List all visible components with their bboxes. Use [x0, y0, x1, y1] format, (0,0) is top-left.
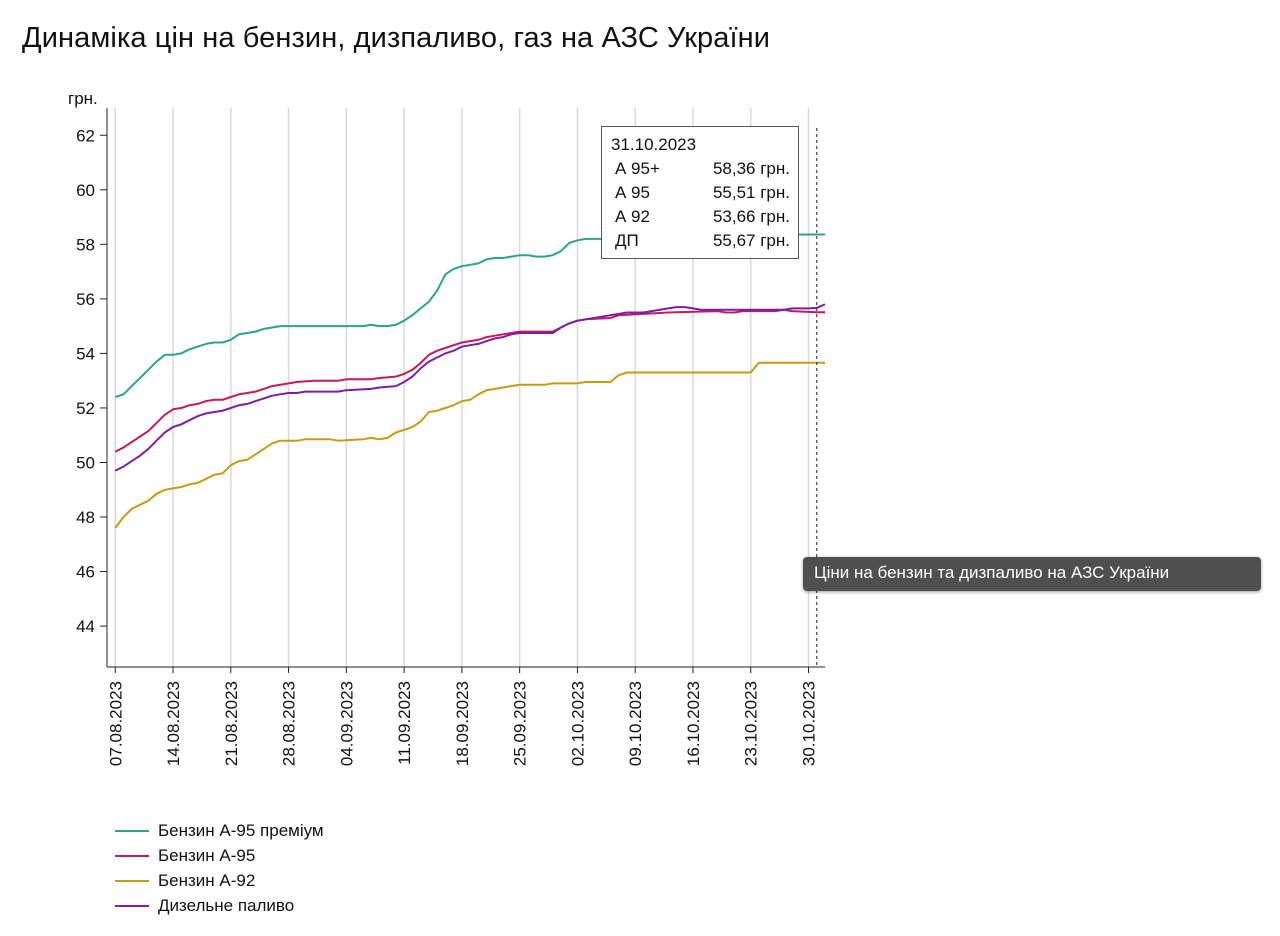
y-tick-label: 44 — [76, 617, 95, 636]
legend-label: Бензин А-92 — [158, 871, 256, 890]
x-tick-label: 11.09.2023 — [395, 681, 414, 765]
tooltip-label: А 92 — [615, 207, 650, 226]
y-tick-label: 52 — [76, 399, 95, 418]
y-tick-label: 54 — [76, 344, 95, 363]
x-tick-label: 07.08.2023 — [106, 681, 125, 766]
legend-item-a95[interactable]: Бензин А-95 — [115, 843, 324, 868]
series-line-a92 — [114, 361, 825, 529]
x-tick-label: 23.10.2023 — [742, 681, 761, 766]
legend-item-diesel[interactable]: Дизельне паливо — [115, 893, 324, 918]
series-line-diesel — [114, 303, 826, 472]
y-tick-label: 62 — [76, 126, 95, 145]
tooltip-label: ДП — [615, 231, 639, 250]
tooltip-value: 53,66 грн. — [712, 207, 790, 226]
y-tick-label: 56 — [76, 290, 95, 309]
y-axis-unit-label: грн. — [68, 89, 98, 108]
tooltip-label: А 95+ — [615, 159, 660, 178]
x-tick-label: 16.10.2023 — [684, 681, 703, 766]
y-tick-label: 46 — [76, 563, 95, 582]
tooltip-row-dp: ДП 55,67 грн. — [610, 229, 790, 253]
y-tick-label: 50 — [76, 453, 95, 472]
hover-title-tooltip: Ціни на бензин та дизпаливо на АЗС Украї… — [803, 557, 1261, 591]
data-tooltip: 31.10.2023 А 95+ 58,36 грн. А 95 55,51 г… — [601, 126, 799, 259]
tooltip-value: 58,36 грн. — [712, 159, 790, 178]
series-lines — [114, 233, 826, 529]
x-tick-label: 25.09.2023 — [511, 681, 530, 766]
tooltip-value: 55,51 грн. — [712, 183, 790, 202]
x-tick-label: 02.10.2023 — [568, 681, 587, 766]
legend-swatch — [115, 854, 149, 857]
x-tick-label: 30.10.2023 — [799, 681, 818, 766]
y-tick-label: 58 — [76, 235, 95, 254]
y-tick-label: 60 — [76, 181, 95, 200]
x-tick-label: 04.09.2023 — [337, 681, 356, 766]
legend-label: Бензин А-95 преміум — [158, 821, 324, 840]
chart-legend: Бензин А-95 преміум Бензин А-95 Бензин А… — [115, 818, 324, 918]
x-axis-ticks: 07.08.2023 14.08.2023 21.08.2023 28.08.2023… — [106, 667, 818, 766]
legend-item-a92[interactable]: Бензин А-92 — [115, 868, 324, 893]
x-tick-label: 09.10.2023 — [626, 681, 645, 766]
tooltip-row-a95plus: А 95+ 58,36 грн. — [610, 157, 790, 181]
chart-axes — [106, 108, 825, 668]
x-tick-label: 14.08.2023 — [164, 681, 183, 766]
y-axis-ticks: 44 46 48 50 52 54 56 58 60 62 — [76, 126, 107, 636]
x-tick-label: 21.08.2023 — [222, 681, 241, 766]
legend-item-a95-premium[interactable]: Бензин А-95 преміум — [115, 818, 324, 843]
legend-label: Бензин А-95 — [158, 846, 256, 865]
tooltip-date: 31.10.2023 — [611, 135, 697, 154]
page-title: Динаміка цін на бензин, дизпаливо, газ н… — [22, 22, 771, 54]
legend-swatch — [115, 904, 149, 907]
tooltip-row-a95: А 95 55,51 грн. — [610, 181, 790, 205]
x-tick-label: 18.09.2023 — [453, 681, 472, 766]
tooltip-label: А 95 — [615, 183, 650, 202]
y-tick-label: 48 — [76, 508, 95, 527]
legend-swatch — [115, 829, 149, 832]
series-line-a95 — [114, 308, 825, 453]
x-tick-label: 28.08.2023 — [280, 681, 299, 766]
series-line-a95-premium — [114, 233, 825, 398]
legend-swatch — [115, 879, 149, 882]
grid-lines — [114, 108, 810, 667]
legend-label: Дизельне паливо — [158, 896, 295, 915]
tooltip-row-a92: А 92 53,66 грн. — [610, 205, 790, 229]
tooltip-value: 55,67 грн. — [712, 231, 790, 250]
